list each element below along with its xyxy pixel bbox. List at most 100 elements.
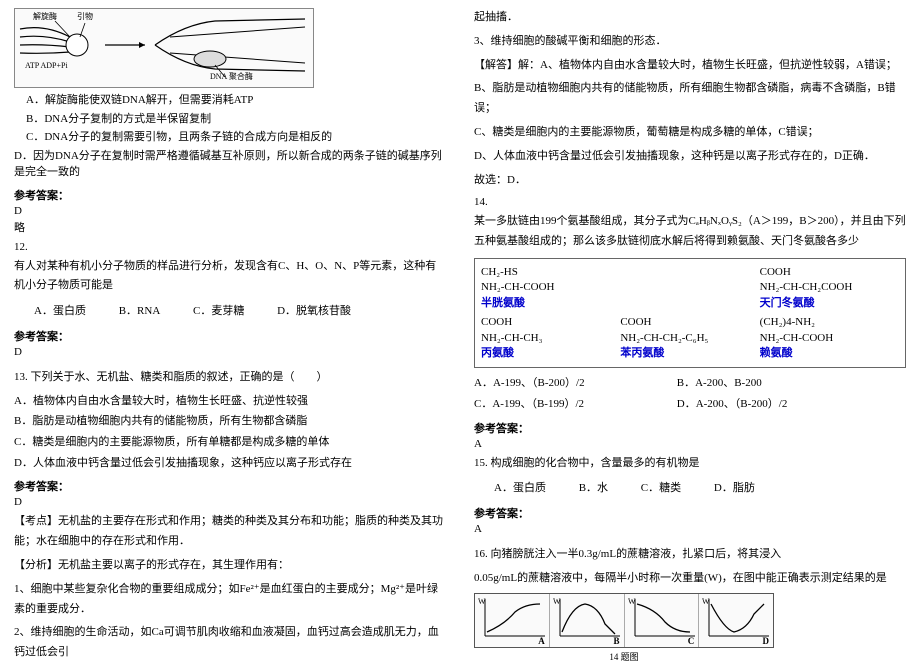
amino-4-f1: COOH: [620, 315, 759, 330]
q14-opts-row2: C．A-199、（B-199）/2 D．A-200、（B-200）/2: [474, 395, 906, 414]
q13-text: 13. 下列关于水、无机盐、糖类和脂质的叙述，正确的是（ ）: [14, 368, 446, 388]
q14-number: 14.: [474, 196, 906, 208]
ref-answer-label-12: 参考答案：: [14, 328, 446, 344]
graph-label-d: D: [763, 636, 770, 646]
amino-1-f2: NH₂-CH-COOH: [481, 280, 620, 295]
graph-label-a: A: [538, 636, 545, 646]
guxuan: 故选：D．: [474, 171, 906, 191]
amino-row-2: COOH NH₂-CH-CH₃ 丙氨酸 COOH NH₂-CH-CH₂-C₆H₅…: [481, 315, 899, 361]
amino-4-name: 苯丙氨酸: [620, 346, 759, 361]
amino-1-f1: CH₂-HS: [481, 265, 620, 280]
amino-3: COOH NH₂-CH-CH₃ 丙氨酸: [481, 315, 620, 361]
jieda-a: 解：A、植物体内自由水含量较大时，植物生长旺盛，但抗逆性较弱，A错误；: [518, 59, 897, 71]
fenxi: 【分析】无机盐主要以离子的形式存在，其生理作用有：: [14, 556, 446, 576]
amino-2-f1: COOH: [760, 265, 899, 280]
q15-opt-b: B．水: [579, 482, 608, 494]
amino-row-1: CH₂-HS NH₂-CH-COOH 半胱氨酸 COOH NH₂-CH-CH₂C…: [481, 265, 899, 311]
amino-2-f2: NH₂-CH-CH₂COOH: [760, 280, 899, 295]
q13-opt-c: C．糖类是细胞内的主要能源物质，所有单糖都是构成多糖的单体: [14, 433, 446, 452]
q12-opt-b: B．RNA: [119, 305, 161, 317]
q13-opt-b: B．脂肪是动植物细胞内共有的储能物质，所有生物都含磷脂: [14, 412, 446, 431]
answer-13: D: [14, 496, 446, 508]
q15-opt-a: A．蛋白质: [494, 482, 546, 494]
q15-opt-c: C．糖类: [641, 482, 681, 494]
amino-3-name: 丙氨酸: [481, 346, 620, 361]
jieda-c: C、糖类是细胞内的主要能源物质，葡萄糖是构成多糖的单体，C错误；: [474, 123, 906, 143]
jieda-b: B、脂肪是动植物细胞内共有的储能物质，所有细胞生物都含磷脂，病毒不含磷脂，B错误…: [474, 79, 906, 119]
q11-opt-b: B．DNA分子复制的方式是半保留复制: [26, 111, 446, 128]
amino-2-name: 天门冬氨酸: [760, 296, 899, 311]
dna-svg: [15, 9, 313, 87]
q14-text: 某一多肽链由199个氨基酸组成，其分子式为CₐHᵦNₓOᵧS₂（A＞199，B＞…: [474, 212, 906, 252]
graph-d: W D: [699, 594, 773, 647]
label-polymerase: DNA 聚合酶: [210, 71, 253, 82]
kaodian-text: 无机盐的主要存在形式和作用；糖类的种类及其分布和功能；脂质的种类及其功能；水在细…: [14, 515, 443, 547]
answer-12: D: [14, 346, 446, 358]
fenxi-2: 2、维持细胞的生命活动，如Ca可调节肌肉收缩和血液凝固，血钙过高会造成肌无力，血…: [14, 623, 446, 663]
graph-label-b: B: [613, 636, 619, 646]
jieda-d: D、人体血液中钙含量过低会引发抽搐现象，这种钙是以离子形式存在的，D正确．: [474, 147, 906, 167]
amino-5: (CH₂)4-NH₂ NH₂-CH-COOH 赖氨酸: [760, 315, 899, 361]
q14-opts-row1: A．A-199、（B-200）/2 B．A-200、B-200: [474, 374, 906, 393]
amino-acid-box: CH₂-HS NH₂-CH-COOH 半胱氨酸 COOH NH₂-CH-CH₂C…: [474, 258, 906, 368]
q14-opt-d: D．A-200、（B-200）/2: [677, 398, 788, 410]
amino-1-name: 半胱氨酸: [481, 296, 620, 311]
cont-2: 3、维持细胞的酸碱平衡和细胞的形态．: [474, 32, 906, 52]
amino-4-f2: NH₂-CH-CH₂-C₆H₅: [620, 331, 759, 346]
q16-text-1: 16. 向猪膀胱注入一半0.3g/mL的蔗糖溶液，扎紧口后，将其浸入: [474, 545, 906, 565]
jieda: 【解答】解：A、植物体内自由水含量较大时，植物生长旺盛，但抗逆性较弱，A错误；: [474, 56, 906, 76]
q11-opt-a: A．解旋酶能使双链DNA解开，但需要消耗ATP: [26, 92, 446, 109]
right-column: 起抽搐． 3、维持细胞的酸碱平衡和细胞的形态． 【解答】解：A、植物体内自由水含…: [460, 0, 920, 651]
brief-11: 略: [14, 219, 446, 235]
fenxi-1: 1、细胞中某些复杂化合物的重要组成成分；如Fe²⁺是血红蛋白的主要成分；Mg²⁺…: [14, 580, 446, 620]
kaodian-label: 【考点】: [14, 515, 58, 527]
q13-opt-a: A．植物体内自由水含量较大时，植物生长旺盛、抗逆性较强: [14, 392, 446, 411]
q12-opt-c: C．麦芽糖: [193, 305, 244, 317]
q15-opt-d: D．脂肪: [714, 482, 755, 494]
ref-answer-label-11: 参考答案：: [14, 187, 446, 203]
q11-opt-d: D．因为DNA分子在复制时需严格遵循碱基互补原则，所以新合成的两条子链的碱基序列…: [14, 148, 446, 181]
graph-label-c: C: [688, 636, 695, 646]
amino-5-name: 赖氨酸: [760, 346, 899, 361]
amino-2: COOH NH₂-CH-CH₂COOH 天门冬氨酸: [760, 265, 899, 311]
q12-options: A．蛋白质 B．RNA C．麦芽糖 D．脱氧核苷酸: [34, 302, 446, 322]
ref-answer-label-14: 参考答案：: [474, 420, 906, 436]
ref-answer-label-13: 参考答案：: [14, 478, 446, 494]
ref-answer-label-15: 参考答案：: [474, 505, 906, 521]
answer-11: D: [14, 205, 446, 217]
amino-spacer: [620, 265, 759, 311]
q15-text: 15. 构成细胞的化合物中，含量最多的有机物是: [474, 454, 906, 474]
q16-text-2: 0.05g/mL的蔗糖溶液中，每隔半小时称一次重量(W)，在图中能正确表示测定结…: [474, 569, 906, 589]
dna-diagram: 解旋酶 引物 ATP ADP+Pi DNA 聚合酶: [14, 8, 314, 88]
q13-opt-d: D．人体血液中钙含量过低会引发抽搐现象，这种钙应以离子形式存在: [14, 454, 446, 473]
fenxi-text: 无机盐主要以离子的形式存在，其生理作用有：: [58, 559, 289, 571]
q12-opt-a: A．蛋白质: [34, 305, 86, 317]
q12-number: 12.: [14, 241, 446, 253]
fenxi-label: 【分析】: [14, 559, 58, 571]
q15-options: A．蛋白质 B．水 C．糖类 D．脂肪: [494, 479, 906, 499]
q12-text: 有人对某种有机小分子物质的样品进行分析，发现含有C、H、O、N、P等元素，这种有…: [14, 257, 446, 297]
cont-1: 起抽搐．: [474, 8, 906, 28]
label-atp: ATP ADP+Pi: [25, 61, 68, 70]
left-column: 解旋酶 引物 ATP ADP+Pi DNA 聚合酶 A．解旋酶能使双链DNA解开…: [0, 0, 460, 651]
q12-opt-d: D．脱氧核苷酸: [277, 305, 351, 317]
label-helicase: 解旋酶: [33, 11, 57, 22]
amino-3-f2: NH₂-CH-CH₃: [481, 331, 620, 346]
q14-opt-b: B．A-200、B-200: [677, 377, 762, 389]
amino-1: CH₂-HS NH₂-CH-COOH 半胱氨酸: [481, 265, 620, 311]
q11-opt-c: C．DNA分子的复制需要引物，且两条子链的合成方向是相反的: [26, 129, 446, 146]
graph-b: W B: [550, 594, 625, 647]
q16-graphs: W A W B W C W D: [474, 593, 774, 648]
label-primer: 引物: [77, 11, 93, 22]
answer-14: A: [474, 438, 906, 450]
graph-caption: 14 题图: [474, 650, 774, 663]
graph-a: W A: [475, 594, 550, 647]
amino-4: COOH NH₂-CH-CH₂-C₆H₅ 苯丙氨酸: [620, 315, 759, 361]
amino-3-f1: COOH: [481, 315, 620, 330]
jieda-label: 【解答】: [474, 59, 518, 71]
graph-c: W C: [625, 594, 700, 647]
kaodian: 【考点】无机盐的主要存在形式和作用；糖类的种类及其分布和功能；脂质的种类及其功能…: [14, 512, 446, 552]
q14-opt-c: C．A-199、（B-199）/2: [474, 395, 674, 414]
amino-5-f1: (CH₂)4-NH₂: [760, 315, 899, 330]
q14-opt-a: A．A-199、（B-200）/2: [474, 374, 674, 393]
